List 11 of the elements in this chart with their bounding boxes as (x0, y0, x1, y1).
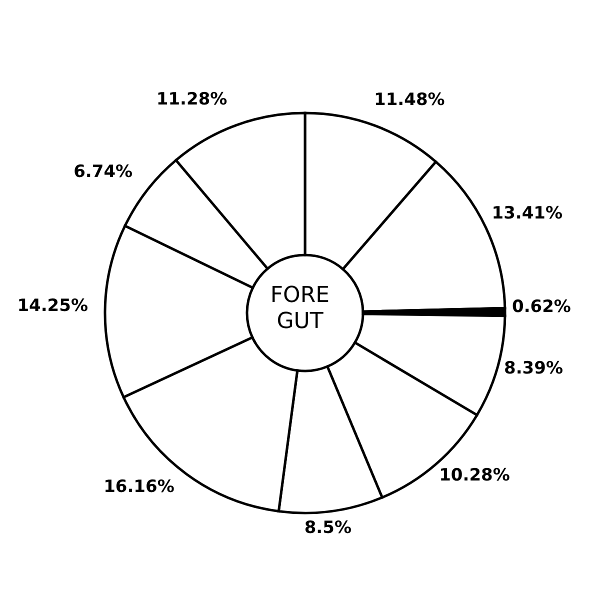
data-label: 6.74% (74, 162, 133, 182)
data-label: 11.48% (374, 90, 445, 110)
data-label: 8.5% (304, 518, 352, 538)
text: FORE GUT (270, 282, 330, 334)
data-label: 10.28% (439, 466, 510, 486)
data-label: 14.25% (17, 296, 88, 316)
data-label: 11.28% (156, 89, 228, 110)
data-label: 8.39% (504, 358, 564, 378)
data-label: 13.41% (492, 203, 563, 224)
data-label: 0.62% (512, 296, 571, 317)
data-label: 16.16% (104, 476, 174, 497)
